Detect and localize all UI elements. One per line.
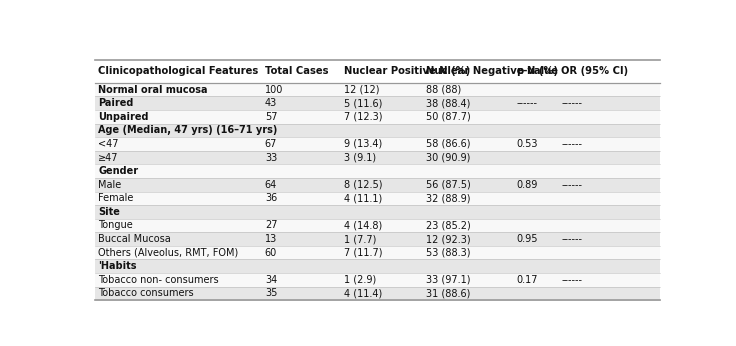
Text: ------: ------ [562, 234, 582, 244]
Text: 58 (86.6): 58 (86.6) [426, 139, 470, 149]
Text: 4 (11.1): 4 (11.1) [344, 193, 382, 203]
Text: 27: 27 [265, 220, 277, 230]
Bar [95, 260, 659, 273]
Bar [95, 97, 659, 110]
Text: 33 (97.1): 33 (97.1) [426, 275, 470, 285]
Text: 8 (12.5): 8 (12.5) [344, 180, 383, 190]
Text: Nuclear Positive N (%): Nuclear Positive N (%) [344, 66, 470, 76]
Text: ------: ------ [562, 275, 582, 285]
Bar [95, 232, 659, 246]
Text: Buccal Mucosa: Buccal Mucosa [99, 234, 171, 244]
Bar [95, 137, 659, 151]
Text: Gender: Gender [99, 166, 138, 176]
Text: ------: ------ [562, 180, 582, 190]
Bar [95, 110, 659, 124]
Text: Female: Female [99, 193, 134, 203]
Text: 23 (85.2): 23 (85.2) [426, 220, 470, 230]
Bar [95, 83, 659, 97]
Text: 0.53: 0.53 [516, 139, 538, 149]
Text: p-value: p-value [516, 66, 558, 76]
Text: ------: ------ [562, 139, 582, 149]
Text: Tobacco consumers: Tobacco consumers [99, 289, 194, 298]
Text: Clinicopathological Features: Clinicopathological Features [99, 66, 258, 76]
Text: 4 (11.4): 4 (11.4) [344, 289, 382, 298]
Text: OR (95% CI): OR (95% CI) [562, 66, 629, 76]
Bar [95, 286, 659, 300]
Text: ≥47: ≥47 [99, 153, 118, 163]
Text: 3 (9.1): 3 (9.1) [344, 153, 376, 163]
Bar [95, 219, 659, 232]
Bar [95, 273, 659, 286]
Text: 'Habits: 'Habits [99, 261, 137, 271]
Text: 33: 33 [265, 153, 277, 163]
Text: 9 (13.4): 9 (13.4) [344, 139, 382, 149]
Text: 0.17: 0.17 [516, 275, 538, 285]
Text: <47: <47 [99, 139, 118, 149]
Text: 56 (87.5): 56 (87.5) [426, 180, 470, 190]
Text: 5 (11.6): 5 (11.6) [344, 98, 382, 108]
Bar [95, 151, 659, 164]
Text: 13: 13 [265, 234, 277, 244]
Bar [95, 124, 659, 137]
Text: Site: Site [99, 207, 120, 217]
Bar [95, 60, 659, 83]
Text: 4 (14.8): 4 (14.8) [344, 220, 382, 230]
Text: 30 (90.9): 30 (90.9) [426, 153, 470, 163]
Text: Male: Male [99, 180, 121, 190]
Text: 32 (88.9): 32 (88.9) [426, 193, 470, 203]
Text: Tongue: Tongue [99, 220, 133, 230]
Bar [95, 164, 659, 178]
Text: 0.95: 0.95 [516, 234, 538, 244]
Text: Total Cases: Total Cases [265, 66, 328, 76]
Text: Normal oral mucosa: Normal oral mucosa [99, 85, 208, 94]
Text: 12 (12): 12 (12) [344, 85, 380, 94]
Text: Nuclear Negative N (%): Nuclear Negative N (%) [426, 66, 558, 76]
Text: 36: 36 [265, 193, 277, 203]
Text: 7 (11.7): 7 (11.7) [344, 248, 383, 258]
Text: 53 (88.3): 53 (88.3) [426, 248, 470, 258]
Text: 35: 35 [265, 289, 277, 298]
Text: 100: 100 [265, 85, 283, 94]
Text: 38 (88.4): 38 (88.4) [426, 98, 470, 108]
Text: 34: 34 [265, 275, 277, 285]
Text: 64: 64 [265, 180, 277, 190]
Text: Others (Alveolus, RMT, FOM): Others (Alveolus, RMT, FOM) [99, 248, 238, 258]
Text: 0.89: 0.89 [516, 180, 537, 190]
Bar [95, 205, 659, 219]
Text: Age (Median, 47 yrs) (16–71 yrs): Age (Median, 47 yrs) (16–71 yrs) [99, 125, 277, 135]
Text: ------: ------ [516, 98, 537, 108]
Bar [95, 246, 659, 260]
Text: 1 (2.9): 1 (2.9) [344, 275, 376, 285]
Text: Unpaired: Unpaired [99, 112, 149, 122]
Text: Paired: Paired [99, 98, 134, 108]
Text: 88 (88): 88 (88) [426, 85, 461, 94]
Text: 60: 60 [265, 248, 277, 258]
Bar [95, 178, 659, 192]
Bar [95, 192, 659, 205]
Text: 57: 57 [265, 112, 277, 122]
Text: 43: 43 [265, 98, 277, 108]
Text: 50 (87.7): 50 (87.7) [426, 112, 470, 122]
Text: Tobacco non- consumers: Tobacco non- consumers [99, 275, 219, 285]
Text: 67: 67 [265, 139, 277, 149]
Text: 1 (7.7): 1 (7.7) [344, 234, 376, 244]
Text: 7 (12.3): 7 (12.3) [344, 112, 383, 122]
Text: 31 (88.6): 31 (88.6) [426, 289, 470, 298]
Text: 12 (92.3): 12 (92.3) [426, 234, 470, 244]
Text: ------: ------ [562, 98, 582, 108]
